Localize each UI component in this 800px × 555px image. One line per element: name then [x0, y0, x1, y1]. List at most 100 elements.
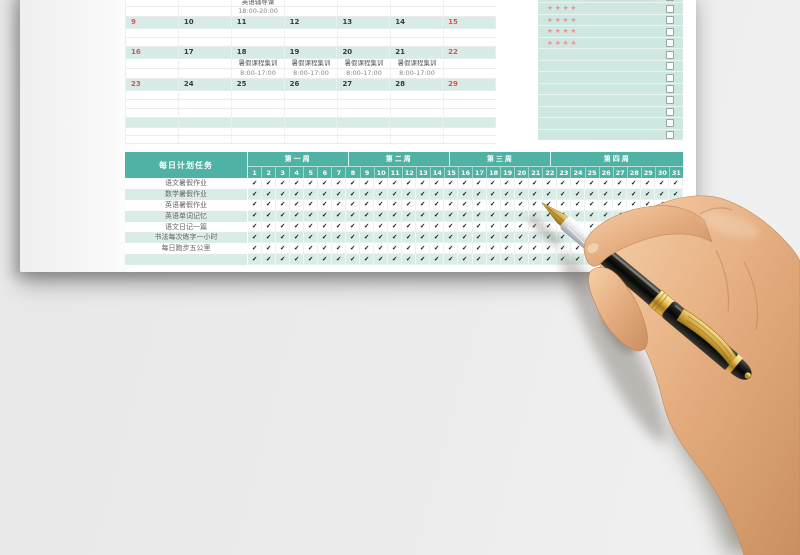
task-day-cell[interactable]: ✔: [332, 243, 347, 255]
task-day-cell[interactable]: ✔: [514, 243, 529, 255]
task-day-cell[interactable]: ✔: [500, 254, 515, 266]
task-day-cell[interactable]: ✔: [402, 254, 417, 266]
task-label[interactable]: 书法每次练字一小时: [125, 232, 248, 244]
task-day-cell[interactable]: ✔: [654, 178, 669, 189]
task-day-cell[interactable]: ✔: [318, 232, 333, 244]
task-day-cell[interactable]: ✔: [598, 210, 613, 222]
task-day-cell[interactable]: ✔: [262, 254, 277, 266]
task-day-cell[interactable]: ✔: [584, 178, 599, 189]
task-day-cell[interactable]: ✔: [262, 188, 277, 200]
task-day-cell[interactable]: ✔: [262, 243, 277, 255]
task-day-cell[interactable]: ✔: [262, 221, 277, 233]
task-day-cell[interactable]: ✔: [416, 210, 431, 222]
task-day-cell[interactable]: ✔: [528, 254, 543, 266]
task-day-cell[interactable]: ✔: [248, 210, 263, 222]
task-day-cell[interactable]: ✔: [626, 188, 641, 200]
task-day-cell[interactable]: ✔: [304, 221, 319, 233]
task-day-cell[interactable]: ✔: [612, 199, 627, 211]
task-day-cell[interactable]: ✔: [374, 178, 389, 189]
task-day-cell[interactable]: ✔: [570, 254, 585, 266]
task-day-cell[interactable]: ✔: [640, 243, 655, 255]
task-day-cell[interactable]: ✔: [276, 188, 291, 200]
task-day-cell[interactable]: ✔: [542, 232, 557, 244]
task-day-cell[interactable]: ✔: [458, 178, 473, 189]
task-day-cell[interactable]: ✔: [486, 188, 501, 200]
task-day-cell[interactable]: ✔: [584, 210, 599, 222]
task-day-cell[interactable]: ✔: [500, 199, 515, 211]
task-day-cell[interactable]: ✔: [318, 199, 333, 211]
task-day-cell[interactable]: ✔: [388, 254, 403, 266]
calendar-date-cell[interactable]: 26: [285, 79, 338, 90]
task-day-cell[interactable]: ✔: [486, 199, 501, 211]
note-checkbox[interactable]: [666, 96, 674, 105]
task-day-cell[interactable]: ✔: [668, 254, 683, 266]
task-day-cell[interactable]: ✔: [542, 243, 557, 255]
task-day-cell[interactable]: ✔: [318, 188, 333, 200]
task-day-cell[interactable]: ✔: [654, 254, 669, 266]
task-day-cell[interactable]: ✔: [472, 188, 487, 200]
task-day-cell[interactable]: ✔: [290, 221, 305, 233]
task-day-cell[interactable]: ✔: [346, 221, 361, 233]
task-day-cell[interactable]: ✔: [444, 210, 459, 222]
task-day-cell[interactable]: ✔: [626, 210, 641, 222]
task-day-cell[interactable]: ✔: [584, 243, 599, 255]
calendar-date-cell[interactable]: 15: [443, 17, 497, 28]
task-day-cell[interactable]: ✔: [430, 210, 445, 222]
task-day-cell[interactable]: ✔: [486, 243, 501, 255]
task-day-cell[interactable]: ✔: [612, 221, 627, 233]
task-day-cell[interactable]: ✔: [416, 199, 431, 211]
task-day-cell[interactable]: ✔: [332, 254, 347, 266]
task-day-cell[interactable]: ✔: [444, 254, 459, 266]
task-day-cell[interactable]: ✔: [388, 178, 403, 189]
task-day-cell[interactable]: ✔: [528, 210, 543, 222]
task-day-cell[interactable]: ✔: [472, 210, 487, 222]
task-day-cell[interactable]: ✔: [612, 210, 627, 222]
task-day-cell[interactable]: ✔: [654, 210, 669, 222]
task-day-cell[interactable]: ✔: [290, 210, 305, 222]
task-label[interactable]: 语文暑假作业: [125, 178, 248, 189]
note-checkbox[interactable]: [666, 50, 674, 59]
task-day-cell[interactable]: ✔: [542, 188, 557, 200]
task-label[interactable]: 每日跑步五公里: [125, 243, 248, 255]
task-day-cell[interactable]: ✔: [318, 254, 333, 266]
task-day-cell[interactable]: ✔: [346, 199, 361, 211]
task-day-cell[interactable]: ✔: [528, 232, 543, 244]
task-day-cell[interactable]: ✔: [304, 178, 319, 189]
task-day-cell[interactable]: ✔: [472, 243, 487, 255]
task-day-cell[interactable]: ✔: [654, 221, 669, 233]
task-day-cell[interactable]: ✔: [598, 188, 613, 200]
task-day-cell[interactable]: ✔: [486, 232, 501, 244]
task-day-cell[interactable]: ✔: [556, 243, 571, 255]
task-day-cell[interactable]: ✔: [626, 178, 641, 189]
task-day-cell[interactable]: ✔: [486, 178, 501, 189]
task-day-cell[interactable]: ✔: [360, 221, 375, 233]
task-day-cell[interactable]: ✔: [416, 178, 431, 189]
task-day-cell[interactable]: ✔: [360, 178, 375, 189]
task-day-cell[interactable]: ✔: [598, 232, 613, 244]
task-day-cell[interactable]: ✔: [528, 178, 543, 189]
task-day-cell[interactable]: ✔: [360, 243, 375, 255]
calendar-date-cell[interactable]: 25: [232, 79, 285, 90]
task-day-cell[interactable]: ✔: [248, 199, 263, 211]
task-day-cell[interactable]: ✔: [458, 243, 473, 255]
task-day-cell[interactable]: ✔: [416, 232, 431, 244]
task-day-cell[interactable]: ✔: [528, 188, 543, 200]
task-day-cell[interactable]: ✔: [444, 243, 459, 255]
task-day-cell[interactable]: ✔: [528, 221, 543, 233]
task-day-cell[interactable]: ✔: [360, 188, 375, 200]
task-day-cell[interactable]: ✔: [472, 232, 487, 244]
task-day-cell[interactable]: ✔: [360, 199, 375, 211]
task-day-cell[interactable]: ✔: [262, 199, 277, 211]
task-day-cell[interactable]: ✔: [626, 232, 641, 244]
task-label[interactable]: [125, 254, 248, 266]
task-day-cell[interactable]: ✔: [402, 232, 417, 244]
calendar-date-cell[interactable]: 11: [232, 17, 285, 28]
task-day-cell[interactable]: ✔: [514, 254, 529, 266]
task-day-cell[interactable]: ✔: [514, 232, 529, 244]
task-day-cell[interactable]: ✔: [542, 178, 557, 189]
task-day-cell[interactable]: ✔: [248, 178, 263, 189]
task-day-cell[interactable]: ✔: [570, 199, 585, 211]
calendar-date-cell[interactable]: 18: [232, 47, 285, 58]
task-day-cell[interactable]: ✔: [276, 232, 291, 244]
task-day-cell[interactable]: ✔: [262, 210, 277, 222]
